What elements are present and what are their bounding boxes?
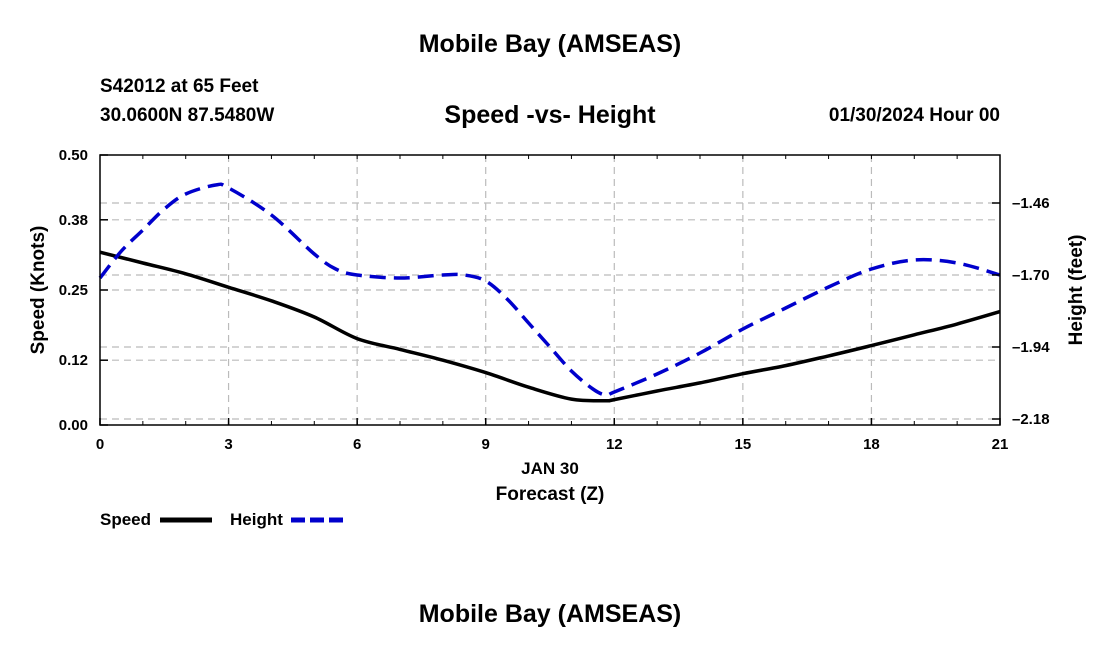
axis-layer: 0 3 6 9 12 15 18 21 0.00 0.12 0.25 0.38 0.50 –1.46 –1.…	[59, 147, 1050, 453]
chart-title: Speed -vs- Height	[444, 101, 656, 129]
y-tick-label: 0.38	[59, 212, 88, 229]
x-tick-label: 18	[863, 436, 880, 453]
x-tick-label: 21	[992, 436, 1009, 453]
grid-layer	[100, 155, 1000, 425]
height-series-line	[98, 182, 1001, 397]
forecast-date-label: 01/30/2024 Hour 00	[828, 105, 1000, 126]
x-tick-label: 3	[224, 436, 232, 453]
main-title: Mobile Bay (AMSEAS)	[418, 30, 682, 58]
x-tick-label: 15	[735, 436, 752, 453]
station-label: S42012 at 65 Feet	[100, 76, 259, 97]
x-axis-label: Forecast (Z)	[496, 484, 605, 505]
legend-height-label: Height	[230, 510, 283, 529]
series-layer	[98, 182, 1001, 403]
y2-tick-label: –1.94	[1012, 339, 1050, 356]
speed-series-line	[99, 250, 1001, 403]
x-axis-date-label: JAN 30	[521, 459, 579, 478]
y2-tick-label: –2.18	[1012, 411, 1050, 428]
y-tick-label: 0.12	[59, 352, 88, 369]
legend-speed-label: Speed	[100, 510, 151, 529]
x-tick-label: 12	[606, 436, 623, 453]
coordinates-label: 30.0600N 87.5480W	[100, 105, 275, 126]
x-tick-label: 9	[482, 436, 490, 453]
y-tick-label: 0.00	[59, 417, 88, 434]
y-tick-label: 0.25	[59, 282, 88, 299]
y2-tick-label: –1.70	[1012, 267, 1050, 284]
x-tick-label: 6	[353, 436, 361, 453]
y2-axis-label: Height (feet)	[1066, 235, 1087, 346]
y2-tick-label: –1.46	[1012, 195, 1050, 212]
legend: Speed Height	[100, 510, 343, 529]
footer-title: Mobile Bay (AMSEAS)	[418, 600, 682, 628]
x-tick-label: 0	[96, 436, 104, 453]
y-tick-label: 0.50	[59, 147, 88, 164]
y-axis-label: Speed (Knots)	[28, 226, 49, 355]
